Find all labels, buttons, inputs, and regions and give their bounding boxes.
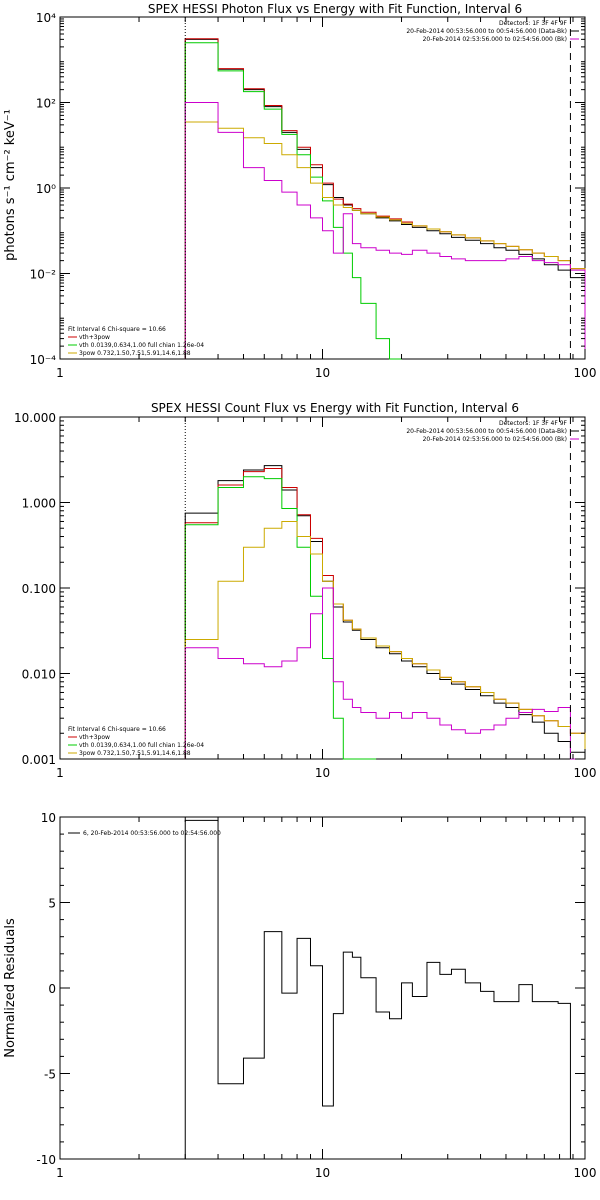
- count-flux-fit-legend-entry: Fit Interval 6 Chi-square = 10.66: [68, 726, 166, 733]
- residuals-x-tick-label: 10: [315, 1166, 330, 1180]
- count-flux-y-tick-label: 1.000: [22, 497, 56, 511]
- photon-flux-fit-legend-entry: Fit Interval 6 Chi-square = 10.66: [68, 326, 166, 333]
- photon-flux-legend-entry: 20-Feb-2014 02:53:56.000 to 02:54:56.000…: [423, 36, 567, 43]
- count-flux-panel: SPEX HESSI Count Flux vs Energy with Fit…: [14, 401, 596, 780]
- count-flux-x-tick-label: 10: [315, 766, 330, 780]
- count-flux-series-vth: [184, 476, 377, 760]
- photon-flux-series-bk: [184, 102, 586, 359]
- photon-flux-panel: SPEX HESSI Photon Flux vs Energy with Fi…: [3, 2, 596, 380]
- residuals-y-tick-label: -5: [44, 1068, 56, 1082]
- count-flux-series-3pow: [184, 520, 586, 759]
- photon-flux-x-tick-label: 10: [315, 366, 330, 380]
- photon-flux-x-tick-label: 1: [56, 366, 64, 380]
- count-flux-y-tick-label: 0.010: [22, 668, 56, 682]
- count-flux-legend-entry: 20-Feb-2014 00:53:56.000 to 00:54:56.000…: [406, 428, 567, 435]
- count-flux-x-tick-label: 1: [56, 766, 64, 780]
- count-flux-legend-entry: Detectors: 1F 3F 4F 9F: [499, 420, 568, 427]
- count-flux-y-tick-label: 0.001: [22, 753, 56, 767]
- count-flux-y-tick-label: 0.100: [22, 582, 56, 596]
- count-flux-legend-entry: 20-Feb-2014 02:53:56.000 to 02:54:56.000…: [423, 436, 567, 443]
- photon-flux-fit-legend-entry: vth 0.0139,0.634,1.00 full chian 1.26e-0…: [79, 342, 204, 349]
- count-flux-series-bk: [184, 587, 585, 760]
- residuals-y-tick-label: 0: [48, 982, 56, 996]
- photon-flux-legend-entry: 20-Feb-2014 00:53:56.000 to 00:54:56.000…: [406, 28, 567, 35]
- count-flux-series-data-bk: [184, 465, 586, 759]
- photon-flux-series-vth: [184, 42, 402, 360]
- residuals-series-residuals: [184, 819, 571, 1159]
- residuals-x-tick-label: 1: [56, 1166, 64, 1180]
- count-flux-fit-legend-entry: vth 0.0139,0.634,1.00 full chian 1.26e-0…: [79, 742, 204, 749]
- residuals-legend-entry: 6, 20-Feb-2014 00:53:56.000 to 02:54:56.…: [83, 830, 221, 837]
- photon-flux-series-group: [184, 38, 586, 360]
- count-flux-y-tick-label: 10.000: [14, 411, 56, 425]
- photon-flux-y-axis-label: photons s⁻¹ cm⁻² keV⁻¹: [3, 109, 18, 261]
- photon-flux-x-tick-label: 100: [574, 366, 597, 380]
- photon-flux-title: SPEX HESSI Photon Flux vs Energy with Fi…: [148, 2, 522, 16]
- count-flux-fit-legend-entry: vth+3pow: [79, 734, 110, 741]
- residuals-y-tick-label: 10: [41, 811, 56, 825]
- photon-flux-legend-entry: Detectors: 1F 3F 4F 9F: [499, 20, 568, 27]
- residuals-y-axis-label: Normalized Residuals: [3, 918, 18, 1058]
- photon-flux-series-data-bk: [184, 38, 586, 359]
- count-flux-axes-group: 1 10 100 0.001 0.010 0.100 1.000 10.000: [14, 411, 596, 780]
- count-flux-x-tick-label: 100: [574, 766, 597, 780]
- count-flux-series-group: [184, 465, 586, 760]
- count-flux-fit-legend-entry: 3pow 0.732,1.50,7.51,5.91,14.6,1.88: [79, 750, 191, 757]
- photon-flux-axes-group: 1 10 100 10⁻⁴ 10⁻² 10⁰ 10² 10⁴: [30, 11, 597, 380]
- residuals-axes-group: 1 10 100 -10 -5 0 5 10: [36, 811, 596, 1180]
- residuals-series-group: [184, 819, 571, 1159]
- residuals-x-tick-label: 100: [574, 1166, 597, 1180]
- count-flux-title: SPEX HESSI Count Flux vs Energy with Fit…: [151, 401, 519, 415]
- photon-flux-y-tick-label: 10⁰: [36, 182, 56, 196]
- residuals-legend: 6, 20-Feb-2014 00:53:56.000 to 02:54:56.…: [68, 830, 221, 837]
- residuals-panel: Normalized Residuals 1 10 100 -10 -5 0 5 10 6, …: [3, 811, 596, 1180]
- photon-flux-series-vth-3pow: [184, 38, 586, 359]
- photon-flux-y-tick-label: 10²: [36, 97, 56, 111]
- photon-flux-y-tick-label: 10⁻⁴: [30, 353, 57, 367]
- count-flux-series-vth-3pow: [184, 467, 586, 759]
- photon-flux-series-3pow: [184, 121, 586, 359]
- residuals-y-tick-label: -10: [36, 1153, 56, 1167]
- residuals-y-tick-label: 5: [48, 897, 56, 911]
- photon-flux-fit-legend-entry: vth+3pow: [79, 334, 110, 341]
- photon-flux-y-tick-label: 10⁻²: [30, 268, 57, 282]
- photon-flux-fit-legend-entry: 3pow 0.732,1.50,7.51,5.91,14.6,1.88: [79, 350, 191, 357]
- photon-flux-y-tick-label: 10⁴: [36, 11, 56, 25]
